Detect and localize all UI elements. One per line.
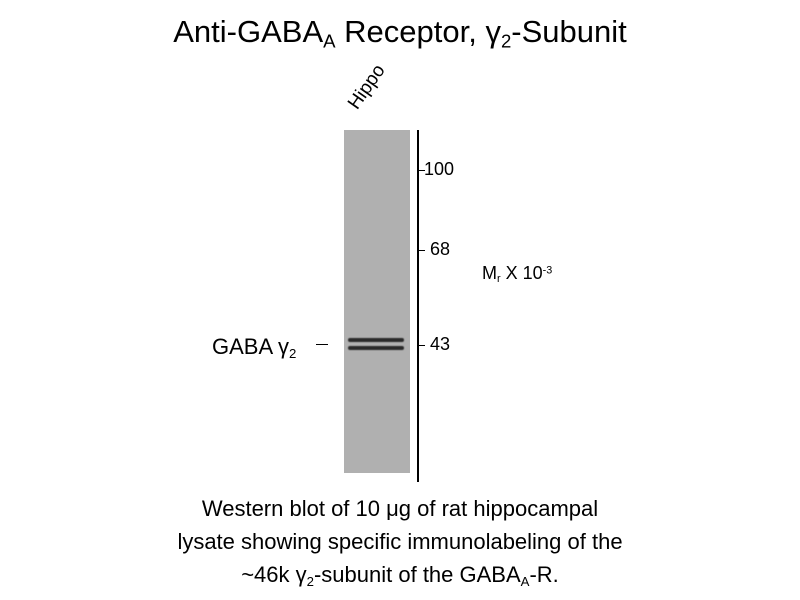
band-lower bbox=[348, 346, 404, 350]
marker-label: 43 bbox=[430, 334, 451, 354]
marker-tick bbox=[419, 345, 425, 346]
figure-caption: Western blot of 10 μg of rat hippocampal… bbox=[0, 492, 800, 591]
units-label: Mr X 10-3 bbox=[482, 263, 553, 286]
marker-tick bbox=[419, 249, 425, 251]
marker-label: 68 bbox=[430, 238, 451, 259]
protein-label: GABA γ2 bbox=[212, 334, 297, 361]
caption-line: Western blot of 10 μg of rat hippocampal bbox=[201, 496, 599, 521]
caption-line: lysate showing specific immunolabeling o… bbox=[177, 529, 623, 554]
blot-lane bbox=[344, 130, 410, 473]
protein-pointer-dash bbox=[316, 344, 328, 345]
marker-label: 100 bbox=[424, 159, 455, 179]
marker-axis bbox=[417, 130, 419, 482]
band-upper bbox=[348, 338, 404, 342]
marker-tick bbox=[419, 170, 425, 171]
lane-label: Hippo bbox=[343, 60, 390, 114]
caption-line: ~46k γ2-subunit of the GABAA-R. bbox=[241, 562, 559, 589]
figure-title: Anti-GABAA Receptor, γ2-Subunit bbox=[173, 14, 627, 52]
